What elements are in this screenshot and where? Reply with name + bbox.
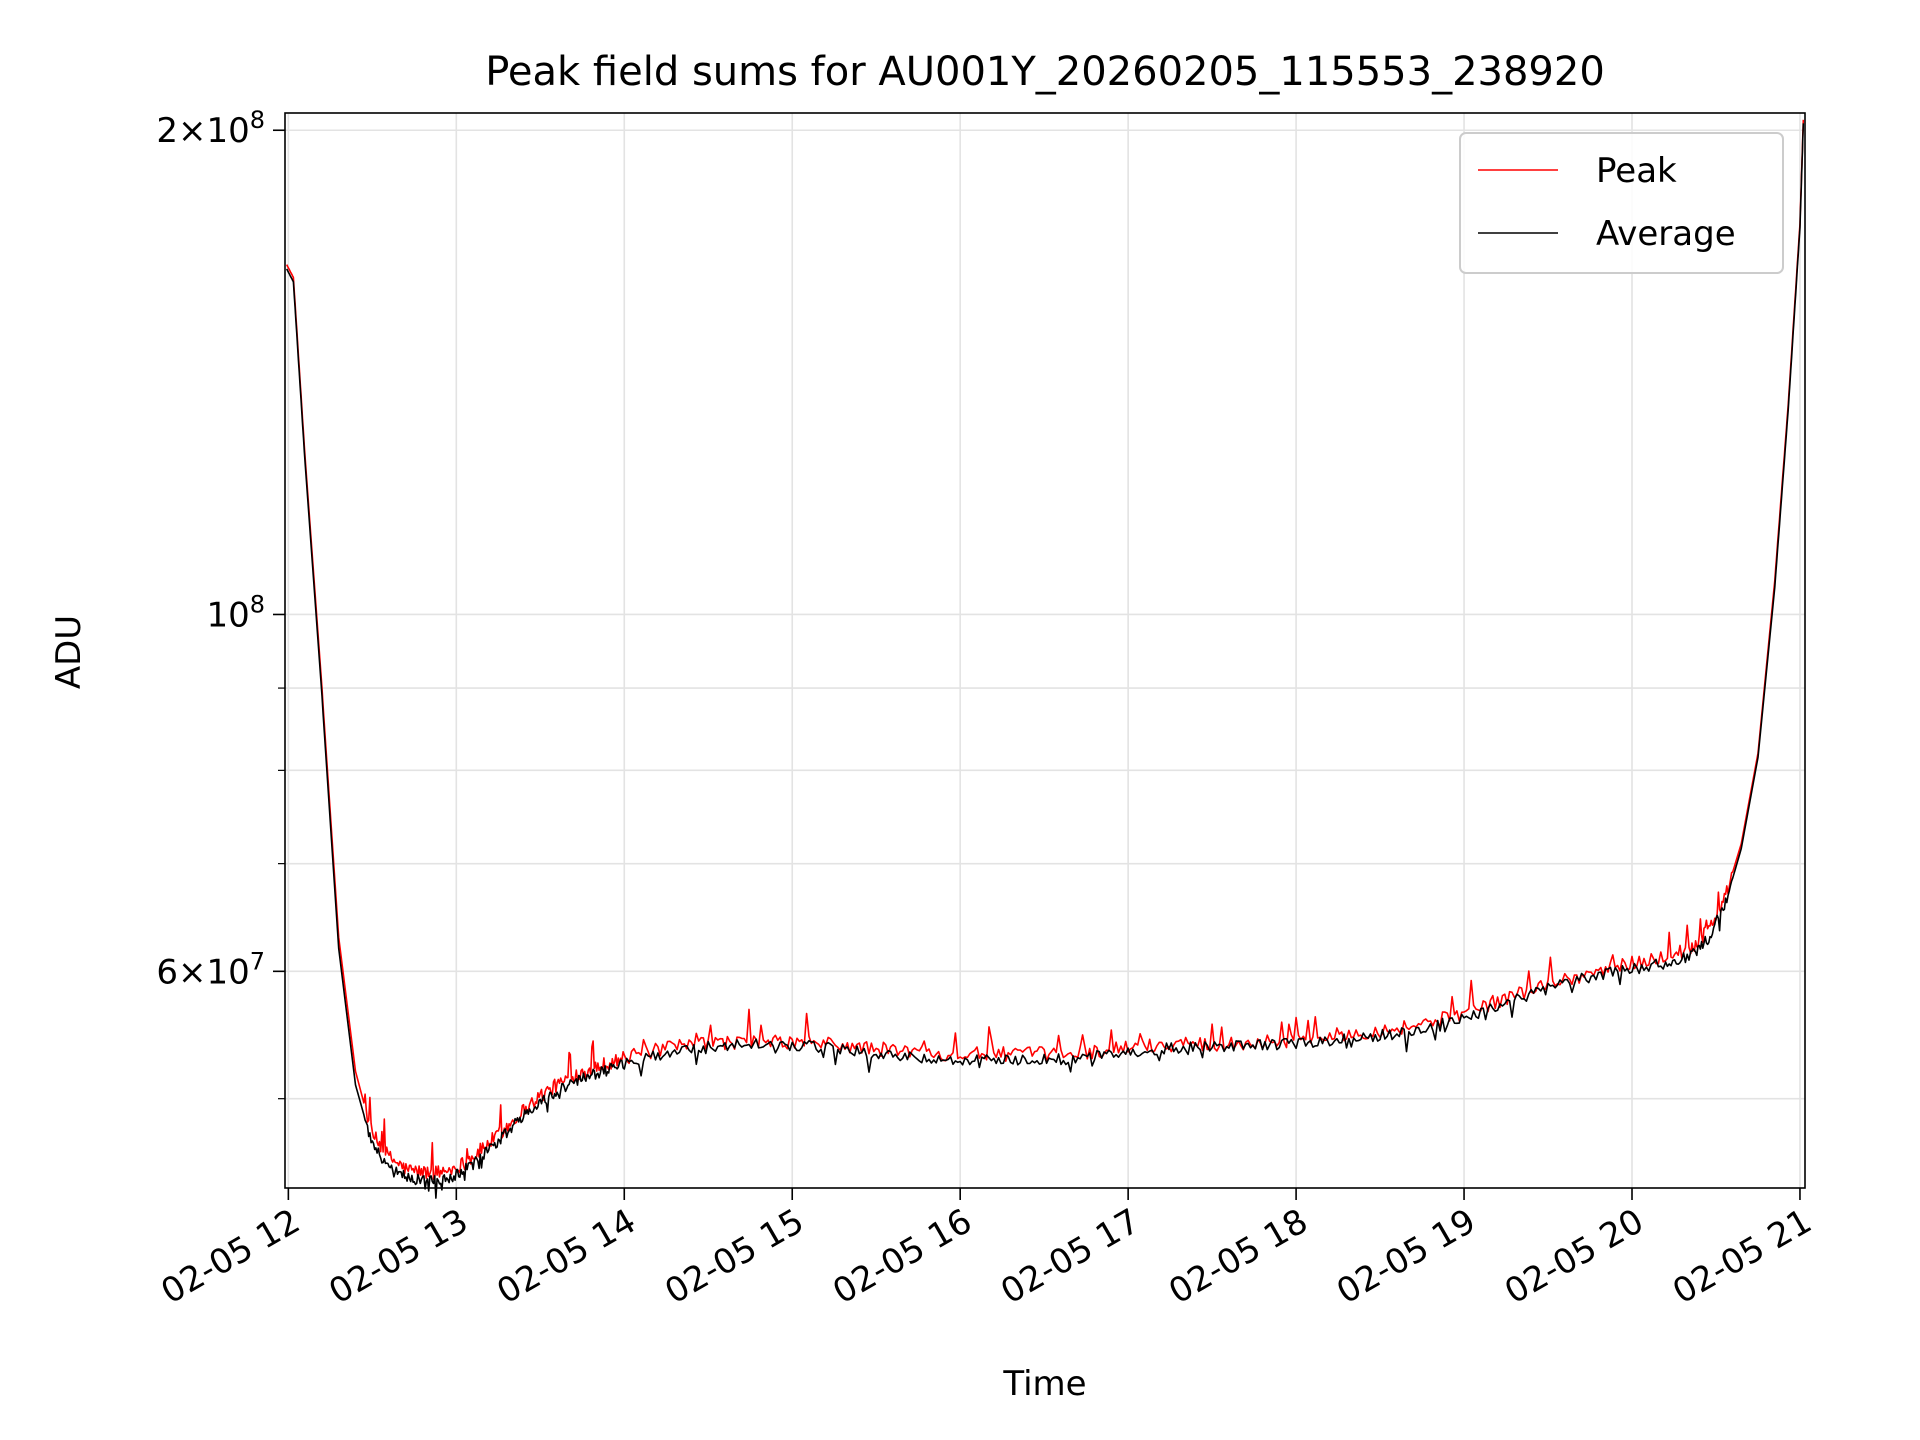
legend-box — [1459, 132, 1784, 274]
legend: Peak Average — [1459, 132, 1784, 274]
legend-average-label: Average — [1596, 214, 1736, 254]
y-axis: 6×107 108 2×108 — [156, 106, 285, 1100]
series-line-average — [286, 123, 1805, 1199]
chart-title: Peak field sums for AU001Y_20260205_1155… — [485, 49, 1605, 95]
plot-frame — [284, 112, 1806, 1189]
x-axis-label: Time — [1002, 1364, 1086, 1404]
y-axis-label: ADU — [49, 615, 89, 689]
y-tick-label: 108 — [206, 590, 265, 635]
legend-peak-label: Peak — [1596, 151, 1677, 191]
y-tick-label: 2×108 — [156, 106, 265, 151]
series-layer — [285, 119, 1805, 1199]
y-tick-label: 6×107 — [156, 947, 265, 992]
